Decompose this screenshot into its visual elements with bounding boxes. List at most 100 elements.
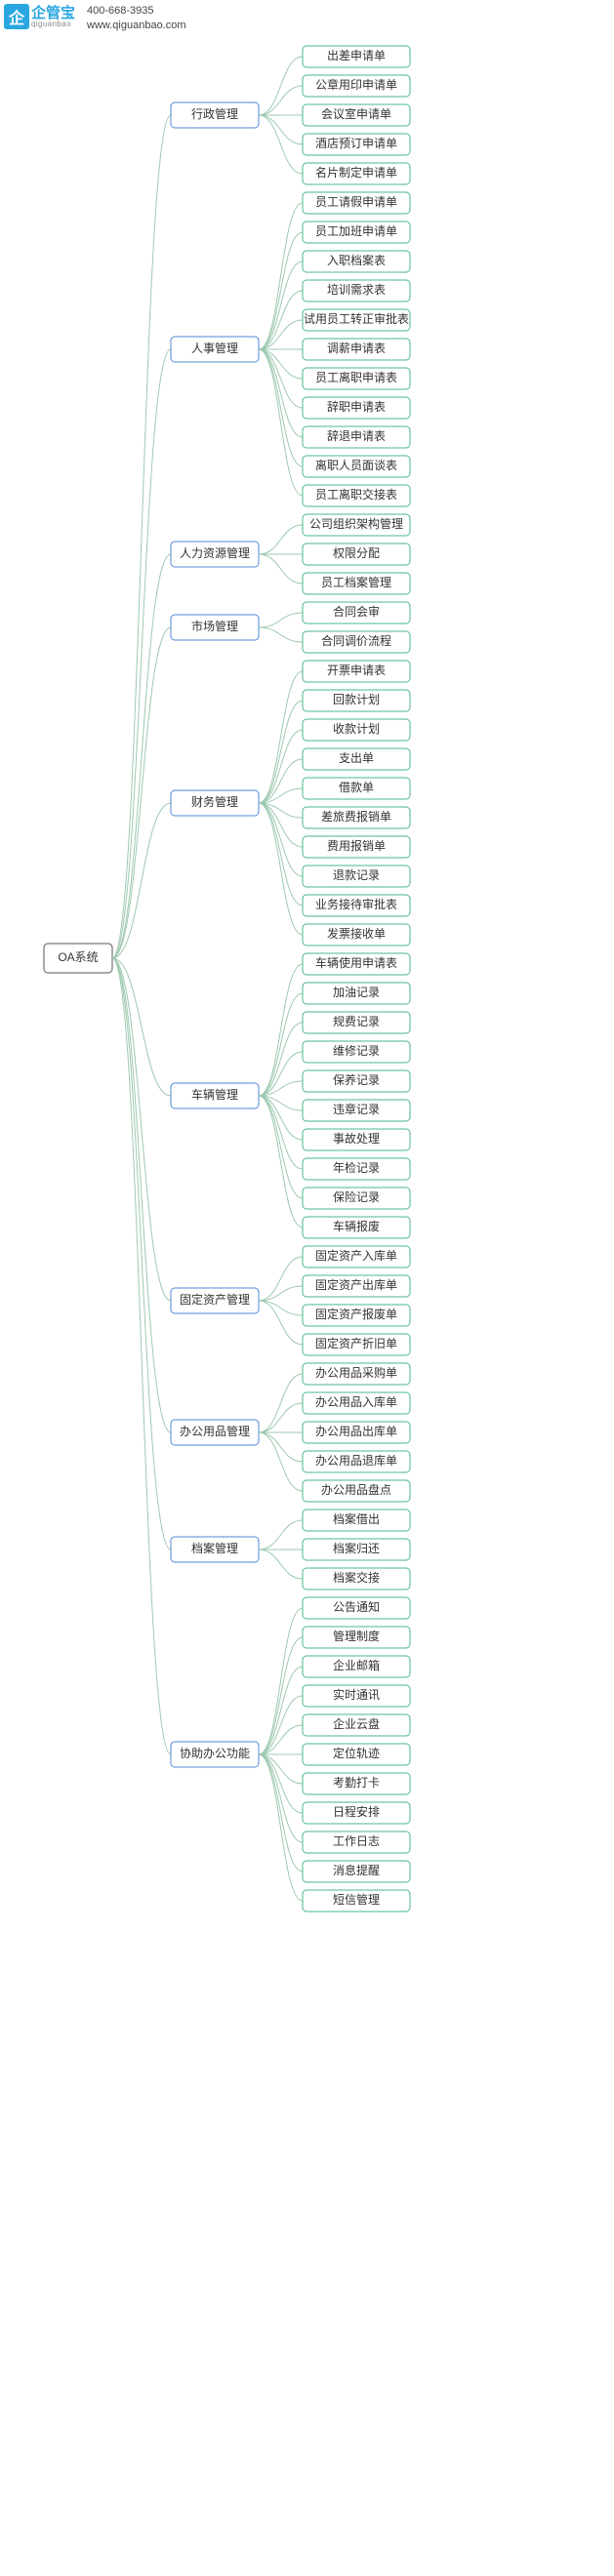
leaf-node: 办公用品采购单 [303, 1363, 410, 1385]
mindmap-diagram: OA系统行政管理出差申请单公章用印申请单会议室申请单酒店预订申请单名片制定申请单… [0, 37, 614, 1950]
leaf-node: 档案交接 [303, 1568, 410, 1590]
svg-text:借款单: 借款单 [339, 781, 374, 794]
leaf-node: 维修记录 [303, 1041, 410, 1063]
connector [259, 1754, 303, 1901]
brand-name: 企管宝 [31, 6, 75, 20]
connector [259, 1096, 303, 1198]
leaf-node: 培训需求表 [303, 280, 410, 302]
connector [259, 1637, 303, 1754]
leaf-node: 回款计划 [303, 690, 410, 711]
leaf-node: 工作日志 [303, 1831, 410, 1853]
leaf-node: 管理制度 [303, 1627, 410, 1648]
leaf-node: 事故处理 [303, 1129, 410, 1150]
svg-text:员工离职交接表: 员工离职交接表 [315, 487, 397, 502]
connector [259, 993, 303, 1096]
svg-text:回款计划: 回款计划 [333, 693, 380, 706]
leaf-node: 办公用品出库单 [303, 1422, 410, 1443]
page-header: 企管宝 qiguanbao 400-668-3935 www.qiguanbao… [0, 0, 614, 33]
leaf-node: 合同会审 [303, 602, 410, 624]
svg-text:离职人员面谈表: 离职人员面谈表 [315, 458, 397, 472]
svg-text:企业云盘: 企业云盘 [333, 1716, 380, 1731]
connector [259, 554, 303, 584]
connector [259, 964, 303, 1096]
connector [259, 1023, 303, 1096]
connector [112, 554, 171, 958]
connector [259, 613, 303, 627]
svg-text:会议室申请单: 会议室申请单 [321, 106, 391, 121]
connector [259, 803, 303, 876]
svg-text:办公用品退库单: 办公用品退库单 [315, 1453, 397, 1468]
svg-text:车辆管理: 车辆管理 [191, 1087, 238, 1102]
svg-text:人事管理: 人事管理 [191, 341, 238, 355]
branch-node: 车辆管理 [171, 1083, 259, 1108]
svg-text:考勤打卡: 考勤打卡 [333, 1776, 380, 1790]
leaf-node: 车辆报废 [303, 1217, 410, 1238]
leaf-node: 企业邮箱 [303, 1656, 410, 1677]
leaf-node: 出差申请单 [303, 46, 410, 67]
svg-text:员工档案管理: 员工档案管理 [321, 575, 391, 589]
svg-text:费用报销单: 费用报销单 [327, 838, 386, 853]
connector [259, 1754, 303, 1872]
leaf-node: 固定资产入库单 [303, 1246, 410, 1268]
branch-node: 人力资源管理 [171, 542, 259, 567]
leaf-node: 保险记录 [303, 1187, 410, 1209]
leaf-node: 费用报销单 [303, 836, 410, 858]
connector [259, 291, 303, 349]
connector [259, 1096, 303, 1228]
leaf-node: 年检记录 [303, 1158, 410, 1180]
leaf-node: 员工档案管理 [303, 573, 410, 594]
leaf-node: 公司组织架构管理 [303, 514, 410, 536]
leaf-node: 业务接待审批表 [303, 895, 410, 916]
brand-sub: qiguanbao [31, 20, 75, 28]
connector [259, 730, 303, 803]
leaf-node: 办公用品入库单 [303, 1392, 410, 1414]
connector [259, 57, 303, 115]
connector [259, 1257, 303, 1301]
svg-text:实时通讯: 实时通讯 [333, 1687, 380, 1702]
connector [259, 1286, 303, 1301]
svg-text:企业邮箱: 企业邮箱 [333, 1658, 380, 1672]
svg-text:调薪申请表: 调薪申请表 [327, 342, 386, 355]
svg-text:支出单: 支出单 [339, 751, 374, 765]
leaf-node: 支出单 [303, 748, 410, 770]
leaf-node: 违章记录 [303, 1100, 410, 1121]
connector [259, 1301, 303, 1315]
svg-text:差旅费报销单: 差旅费报销单 [321, 809, 391, 824]
svg-text:权限分配: 权限分配 [333, 546, 380, 560]
leaf-node: 试用员工转正审批表 [303, 309, 410, 331]
branch-node: 固定资产管理 [171, 1288, 259, 1313]
branch-node: 协助办公功能 [171, 1742, 259, 1767]
connector [259, 203, 303, 349]
svg-text:退款记录: 退款记录 [333, 868, 380, 882]
leaf-node: 开票申请表 [303, 661, 410, 682]
svg-text:保险记录: 保险记录 [333, 1189, 380, 1204]
connector [259, 1403, 303, 1432]
leaf-node: 收款计划 [303, 719, 410, 741]
svg-text:车辆报废: 车辆报废 [333, 1219, 380, 1233]
svg-text:培训需求表: 培训需求表 [327, 282, 386, 297]
svg-text:OA系统: OA系统 [58, 950, 98, 964]
leaf-node: 员工加班申请单 [303, 221, 410, 243]
svg-text:办公用品出库单: 办公用品出库单 [315, 1424, 397, 1438]
connector [259, 115, 303, 144]
leaf-node: 办公用品退库单 [303, 1451, 410, 1472]
connector [259, 1754, 303, 1813]
svg-text:管理制度: 管理制度 [333, 1629, 380, 1643]
svg-text:维修记录: 维修记录 [333, 1043, 380, 1058]
leaf-node: 考勤打卡 [303, 1773, 410, 1794]
connector [259, 1520, 303, 1550]
leaf-node: 调薪申请表 [303, 339, 410, 360]
svg-text:行政管理: 行政管理 [191, 106, 238, 121]
svg-text:开票申请表: 开票申请表 [327, 664, 386, 677]
leaf-node: 车辆使用申请表 [303, 953, 410, 975]
connector [112, 349, 171, 958]
leaf-node: 员工请假申请单 [303, 192, 410, 214]
contact-url: www.qiguanbao.com [87, 19, 186, 33]
leaf-node: 档案归还 [303, 1539, 410, 1560]
svg-text:固定资产折旧单: 固定资产折旧单 [315, 1336, 397, 1350]
svg-text:违章记录: 违章记录 [333, 1102, 380, 1116]
connector [112, 958, 171, 1550]
logo-icon [4, 4, 29, 29]
connector [259, 86, 303, 115]
connector [259, 232, 303, 349]
